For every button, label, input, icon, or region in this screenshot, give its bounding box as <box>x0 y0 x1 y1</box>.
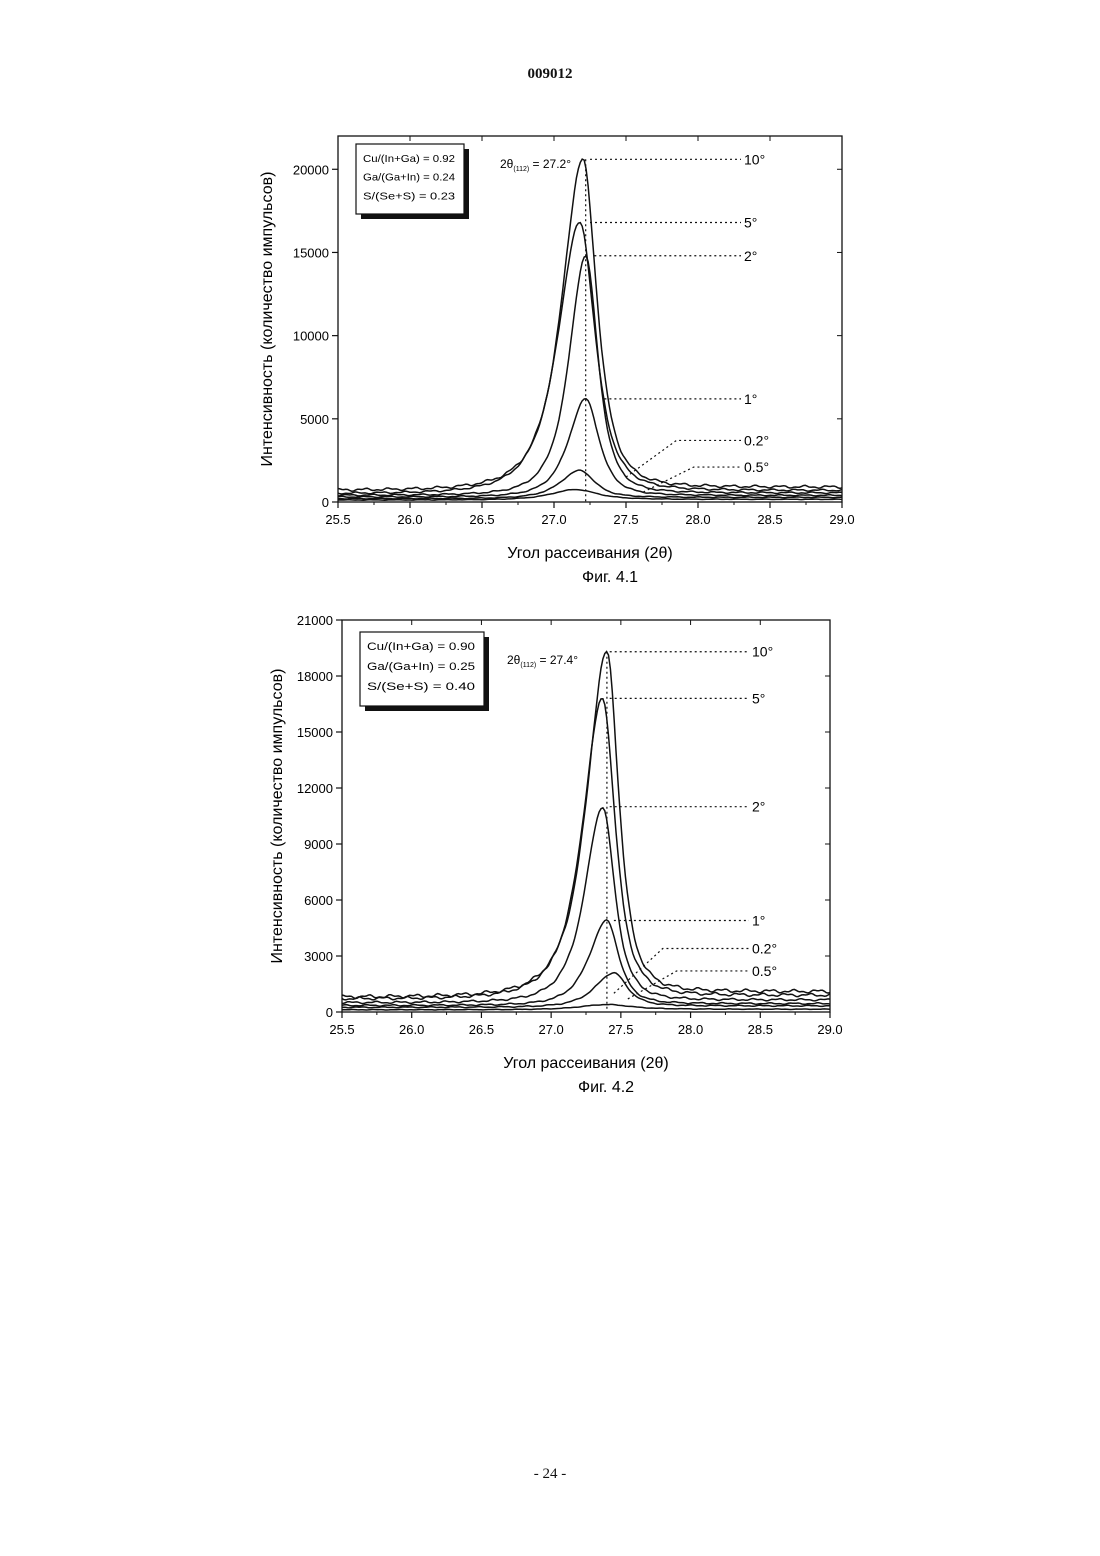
series-label: 0.5° <box>752 963 777 979</box>
x-tick-label: 27.5 <box>613 512 638 527</box>
legend-line: Ga/(Ga+In) = 0.25 <box>367 661 475 673</box>
y-tick-label: 20000 <box>293 162 329 177</box>
figure-caption: Фиг. 4.2 <box>578 1079 634 1096</box>
y-tick-label: 9000 <box>304 837 333 852</box>
y-tick-label: 12000 <box>297 781 333 796</box>
chart-1: 25.5 26.0 26.5 27.0 27.5 28.0 28.5 29.0 0 5000 100… <box>259 136 855 586</box>
y-axis-label: Интенсивность (количество импульсов) <box>269 669 286 964</box>
composition-legend: Cu/(In+Ga) = 0.90 Ga/(Ga+In) = 0.25 S/(Se+… <box>360 632 489 711</box>
x-axis-label: Угол рассеивания (2θ) <box>503 1055 668 1072</box>
series-label: 2° <box>744 248 757 264</box>
series-label: 10° <box>752 644 773 660</box>
series-line-5_ <box>338 223 842 494</box>
x-tick-label: 26.0 <box>397 512 422 527</box>
series-label: 1° <box>744 391 757 407</box>
legend-line: Ga/(Ga+In) = 0.24 <box>363 172 455 184</box>
x-tick-label: 27.0 <box>538 1022 563 1037</box>
x-tick-label: 29.0 <box>829 512 854 527</box>
y-tick-label: 5000 <box>300 412 329 427</box>
series-label: 5° <box>744 215 757 231</box>
series-label: 10° <box>744 151 765 167</box>
y-tick-label: 10000 <box>293 329 329 344</box>
series-label: 5° <box>752 690 765 706</box>
legend-line: Cu/(In+Ga) = 0.92 <box>363 153 455 165</box>
x-tick-label: 25.5 <box>325 512 350 527</box>
x-tick-label: 26.5 <box>469 512 494 527</box>
series-label: 0.2° <box>752 941 777 957</box>
x-tick-label: 26.0 <box>399 1022 424 1037</box>
y-tick-label: 15000 <box>293 245 329 260</box>
y-tick-label: 15000 <box>297 725 333 740</box>
x-axis-label: Угол рассеивания (2θ) <box>507 545 672 562</box>
series-label: 0.2° <box>744 432 769 448</box>
legend-line: S/(Se+S) = 0.40 <box>367 681 475 693</box>
y-tick-label: 3000 <box>304 949 333 964</box>
x-tick-label: 28.0 <box>678 1022 703 1037</box>
peak-annotation: 2θ(112) = 27.4° <box>507 653 578 669</box>
figure-caption: Фиг. 4.1 <box>582 569 638 586</box>
composition-legend: Cu/(In+Ga) = 0.92 Ga/(Ga+In) = 0.24 S/(Se+… <box>356 144 469 219</box>
y-tick-label: 21000 <box>297 613 333 628</box>
page-number: - 24 - <box>0 1466 1100 1483</box>
y-tick-label: 0 <box>322 495 329 510</box>
x-tick-label: 29.0 <box>817 1022 842 1037</box>
legend-line: S/(Se+S) = 0.23 <box>363 190 455 202</box>
y-tick-label: 6000 <box>304 893 333 908</box>
x-tick-label: 28.5 <box>748 1022 773 1037</box>
x-tick-label: 26.5 <box>469 1022 494 1037</box>
x-tick-label: 27.5 <box>608 1022 633 1037</box>
x-tick-label: 28.5 <box>757 512 782 527</box>
x-tick-label: 28.0 <box>685 512 710 527</box>
series-label: 0.5° <box>744 459 769 475</box>
series-label: 2° <box>752 799 765 815</box>
chart-2: 25.5 26.0 26.5 27.0 27.5 28.0 28.5 29.0 0 3000 600… <box>269 613 843 1096</box>
x-tick-label: 27.0 <box>541 512 566 527</box>
y-tick-label: 0 <box>326 1005 333 1020</box>
legend-line: Cu/(In+Ga) = 0.90 <box>367 641 475 653</box>
series-label: 1° <box>752 913 765 929</box>
y-tick-label: 18000 <box>297 669 333 684</box>
peak-annotation: 2θ(112) = 27.2° <box>500 157 571 173</box>
y-axis-label: Интенсивность (количество импульсов) <box>259 172 276 467</box>
x-tick-label: 25.5 <box>329 1022 354 1037</box>
